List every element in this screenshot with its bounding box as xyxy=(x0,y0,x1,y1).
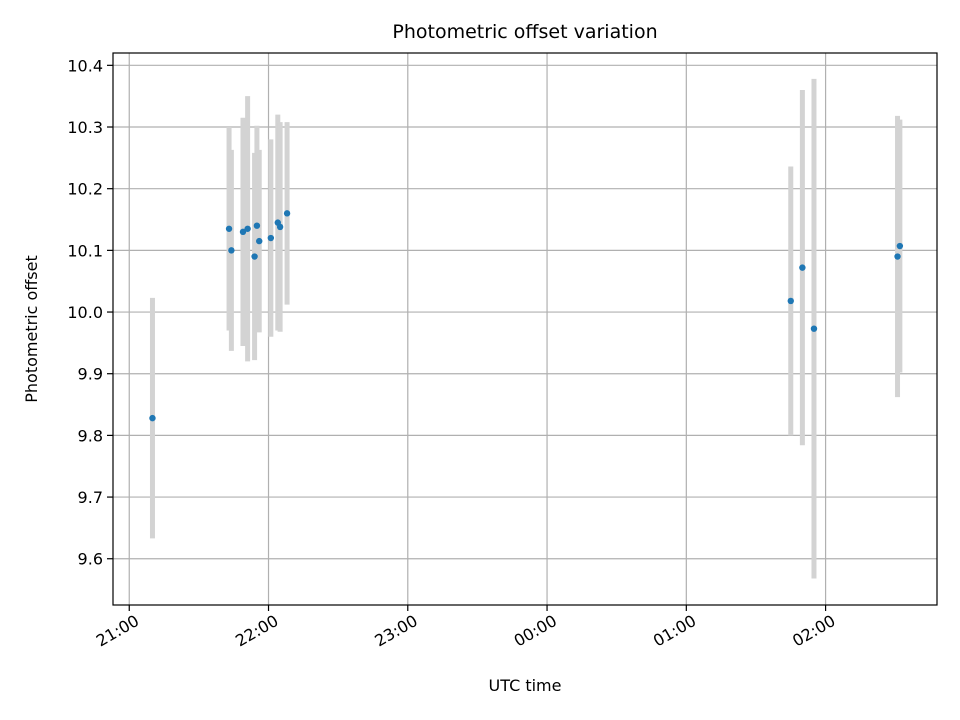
data-point xyxy=(251,253,258,260)
data-point xyxy=(787,297,794,305)
data-point xyxy=(256,237,263,245)
data-point xyxy=(239,228,247,236)
plot-frame xyxy=(112,52,938,606)
x-axis-title: UTC time xyxy=(489,676,562,695)
y-tick-label: 10.2 xyxy=(67,180,103,199)
data-point xyxy=(267,234,275,242)
y-tick-label: 10.1 xyxy=(67,241,103,260)
data-point xyxy=(253,222,261,229)
y-axis-title: Photometric offset xyxy=(22,255,41,403)
y-tick-label: 9.6 xyxy=(78,550,103,569)
data-point xyxy=(149,414,156,422)
data-point xyxy=(283,210,291,217)
y-tick-label: 10.0 xyxy=(67,303,103,322)
y-tick-label: 10.3 xyxy=(67,118,103,137)
y-tick-label: 9.7 xyxy=(78,488,103,507)
chart-title: Photometric offset variation xyxy=(392,21,657,43)
y-tick-label: 9.9 xyxy=(78,365,103,384)
y-tick-label: 10.4 xyxy=(67,56,103,75)
y-tick-label: 9.8 xyxy=(78,426,103,445)
data-point xyxy=(799,264,806,271)
data-points xyxy=(149,210,904,422)
data-point xyxy=(810,325,818,332)
grid xyxy=(113,53,937,605)
data-point xyxy=(244,225,251,232)
data-point xyxy=(228,247,235,254)
y-axis: 9.6 9.7 9.8 9.9 10.0 10.1 10.2 10.3 10.4 xyxy=(67,56,113,569)
data-point xyxy=(225,225,233,232)
data-point xyxy=(276,223,284,231)
data-point xyxy=(896,242,904,250)
data-point xyxy=(894,253,901,260)
